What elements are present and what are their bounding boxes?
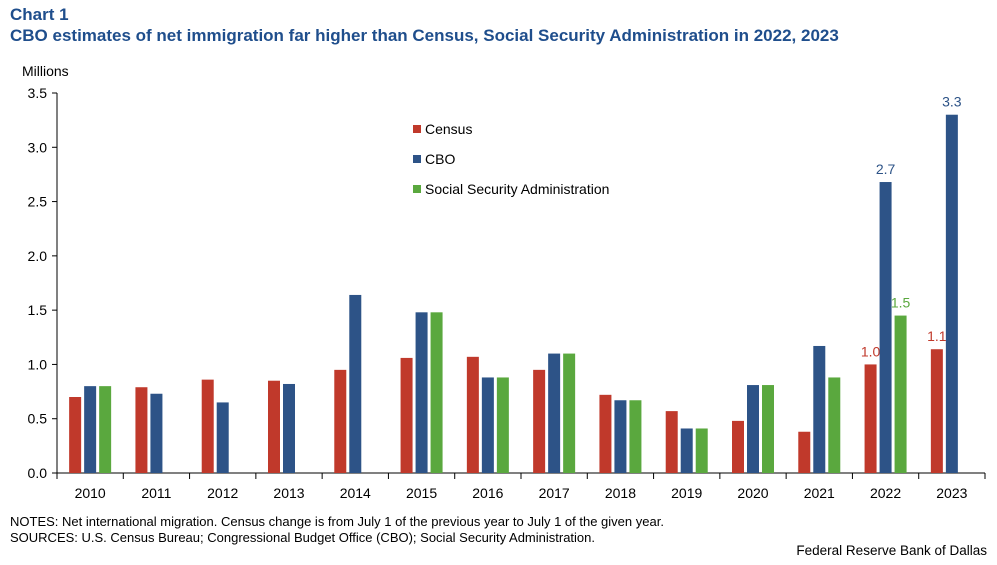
bar-census	[201, 379, 214, 473]
bar-cbo	[680, 428, 693, 473]
x-tick-label: 2020	[737, 485, 768, 501]
x-tick-label: 2019	[671, 485, 702, 501]
bar-census	[599, 394, 612, 473]
bar-census	[930, 349, 943, 473]
y-axis-unit: Millions	[22, 63, 69, 79]
bar-cbo	[283, 383, 295, 473]
bar-social-security-administration	[894, 315, 907, 473]
x-tick-label: 2011	[141, 485, 171, 501]
data-label: 2.7	[876, 161, 896, 177]
legend-entry: Census	[425, 121, 472, 137]
bar-social-security-administration	[563, 353, 576, 473]
bar-census	[400, 357, 413, 473]
bar-census	[135, 387, 148, 473]
y-tick-label: 2.0	[28, 248, 48, 264]
y-tick-label: 1.5	[28, 302, 48, 318]
chart-label: Chart 1	[10, 5, 69, 24]
y-tick-label: 2.5	[28, 194, 48, 210]
x-tick-label: 2016	[472, 485, 503, 501]
x-tick-label: 2022	[870, 485, 901, 501]
y-tick-label: 3.5	[28, 85, 48, 101]
bar-cbo	[614, 400, 627, 473]
bar-social-security-administration	[695, 428, 708, 473]
bar-chart: 0.0 0.5 1.0 1.5 2.0 2.5 3.0 3.5 2010 2011 2012 2013…	[28, 85, 986, 501]
legend-swatch	[413, 125, 421, 133]
legend-swatch	[413, 185, 421, 193]
bar-census	[732, 420, 744, 473]
legend-swatch	[413, 155, 421, 163]
bar-cbo	[945, 114, 958, 473]
x-tick-label: 2021	[804, 485, 835, 501]
notes: NOTES: Net international migration. Cens…	[10, 514, 664, 529]
bar-social-security-administration	[762, 385, 774, 473]
bar-census	[268, 380, 280, 473]
data-label: 3.3	[942, 94, 962, 110]
x-tick-label: 2014	[340, 485, 371, 501]
chart-title: CBO estimates of net immigration far hig…	[10, 26, 839, 45]
bar-social-security-administration	[430, 312, 443, 473]
y-tick-label: 0.0	[28, 465, 48, 481]
bar-cbo	[548, 353, 561, 473]
x-tick-label: 2023	[936, 485, 967, 501]
bar-cbo	[879, 182, 892, 473]
bar-cbo	[349, 294, 362, 473]
legend-entry: Social Security Administration	[425, 181, 609, 197]
bar-census	[864, 364, 877, 473]
bar-cbo	[747, 385, 759, 473]
x-tick-label: 2015	[406, 485, 437, 501]
data-label: 1.5	[891, 295, 911, 311]
bar-cbo	[150, 393, 163, 473]
bar-cbo	[813, 345, 826, 473]
bar-census	[69, 397, 82, 473]
credit: Federal Reserve Bank of Dallas	[796, 543, 987, 558]
bar-census	[466, 356, 479, 473]
x-tick-label: 2012	[207, 485, 238, 501]
bar-cbo	[216, 402, 229, 473]
y-tick-label: 1.0	[28, 356, 48, 372]
legend-entry: CBO	[425, 151, 455, 167]
bar-census	[334, 369, 347, 473]
bar-cbo	[84, 386, 97, 473]
bar-social-security-administration	[496, 377, 509, 473]
sources: SOURCES: U.S. Census Bureau; Congression…	[10, 530, 596, 545]
y-tick-label: 0.5	[28, 411, 48, 427]
bar-census	[798, 431, 811, 473]
x-tick-label: 2013	[273, 485, 304, 501]
data-label: 1.1	[927, 328, 947, 344]
bar-social-security-administration	[99, 386, 112, 473]
bar-social-security-administration	[828, 377, 841, 473]
bar-census	[533, 369, 546, 473]
bar-cbo	[415, 312, 428, 473]
x-tick-label: 2017	[539, 485, 570, 501]
bar-census	[665, 411, 678, 473]
bar-cbo	[481, 377, 494, 473]
x-tick-label: 2018	[605, 485, 636, 501]
bar-social-security-administration	[629, 400, 642, 473]
y-tick-label: 3.0	[28, 139, 48, 155]
x-tick-label: 2010	[75, 485, 106, 501]
data-label: 1.0	[861, 343, 881, 359]
